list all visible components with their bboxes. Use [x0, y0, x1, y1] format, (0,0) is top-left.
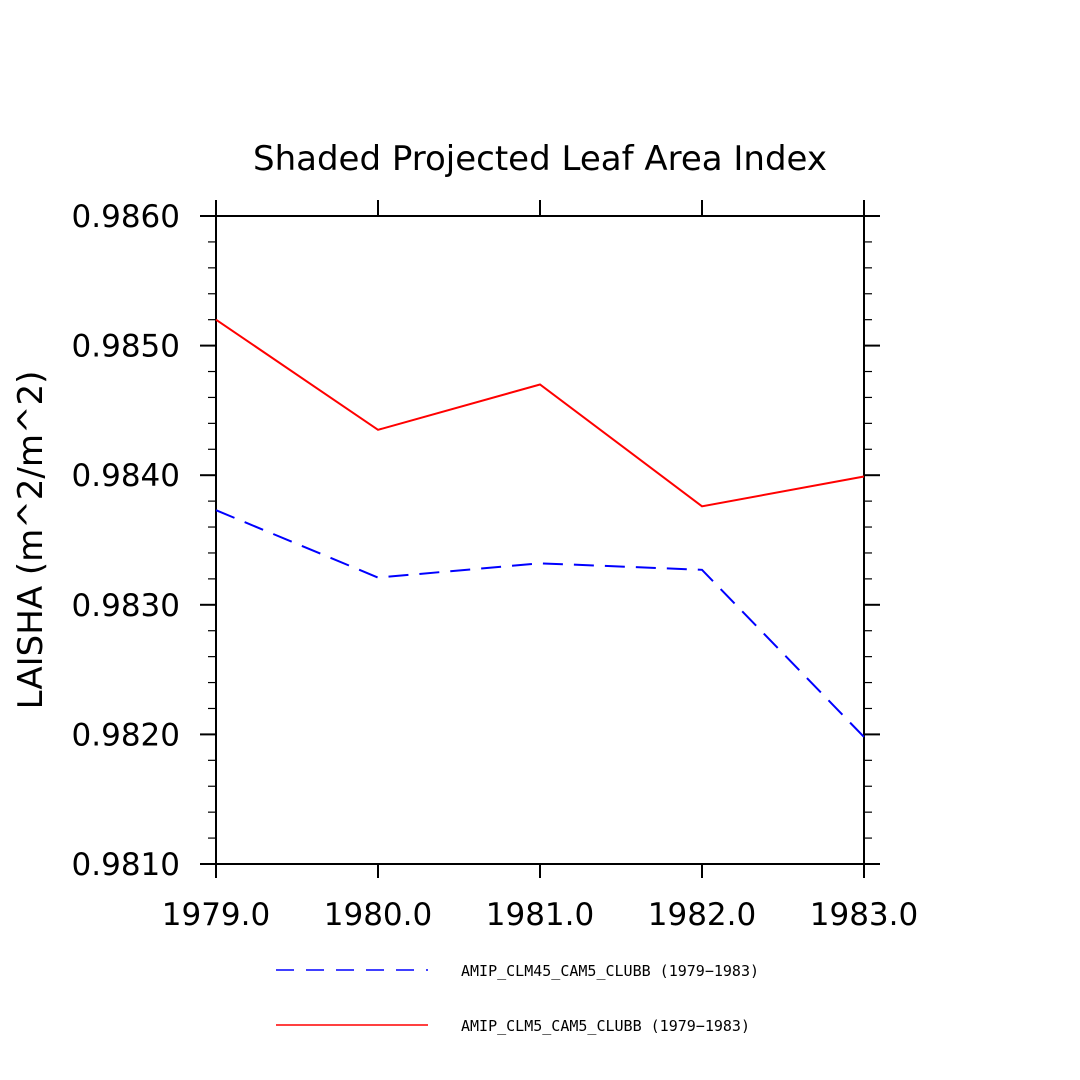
y-tick-label: 0.9860: [72, 199, 180, 235]
major-ticks: [200, 200, 880, 878]
legend: AMIP_CLM45_CAM5_CLUBB (1979−1983) AMIP_CL…: [276, 962, 759, 1035]
y-tick-labels: 0.9810 0.9820 0.9830 0.9840 0.9850 0.9860: [72, 199, 180, 883]
y-tick-label: 0.9830: [72, 588, 180, 624]
legend-label-1: AMIP_CLM45_CAM5_CLUBB (1979−1983): [461, 962, 759, 980]
x-tick-label: 1981.0: [486, 897, 594, 933]
plot-frame: [215, 215, 865, 865]
y-tick-label: 0.9840: [72, 458, 180, 494]
x-tick-label: 1982.0: [648, 897, 756, 933]
y-tick-label: 0.9810: [72, 847, 180, 883]
series-line-1: [215, 509, 865, 738]
x-tick-label: 1979.0: [162, 897, 270, 933]
chart-title: Shaded Projected Leaf Area Index: [253, 139, 827, 179]
legend-label-2: AMIP_CLM5_CAM5_CLUBB (1979−1983): [461, 1017, 750, 1035]
y-axis-label: LAISHA (m^2/m^2): [11, 371, 51, 710]
series-lines: [215, 318, 865, 738]
x-tick-label: 1980.0: [324, 897, 432, 933]
minor-ticks: [208, 241, 872, 839]
x-tick-labels: 1979.0 1980.0 1981.0 1982.0 1983.0: [162, 897, 918, 933]
y-tick-label: 0.9850: [72, 329, 180, 365]
x-tick-label: 1983.0: [810, 897, 918, 933]
y-tick-label: 0.9820: [72, 717, 180, 753]
series-line-2: [215, 318, 865, 508]
